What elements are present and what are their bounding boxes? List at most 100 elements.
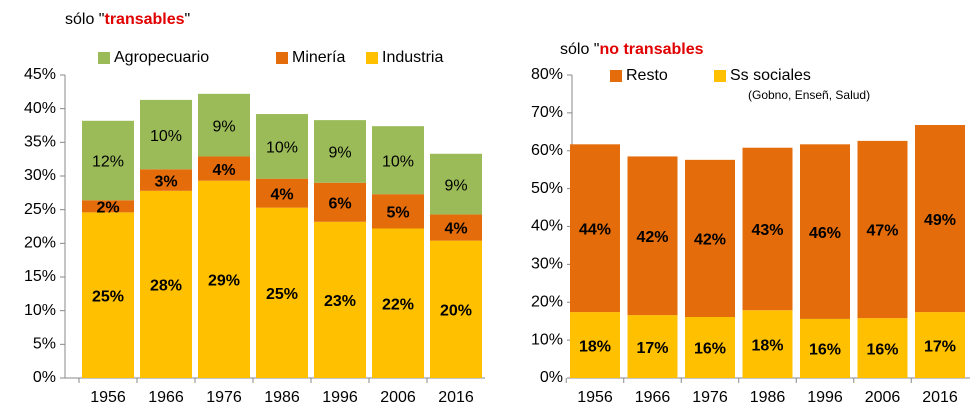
data-label: 20% <box>440 303 472 320</box>
data-label: 2% <box>96 200 119 217</box>
bar-segment <box>372 194 424 229</box>
y-tick-label: 50% <box>531 180 563 197</box>
bar-segment <box>314 221 366 378</box>
x-tick-label: 2016 <box>438 389 474 406</box>
bar-segment <box>256 114 308 179</box>
bar-segment <box>256 178 308 208</box>
data-label: 46% <box>809 225 841 242</box>
x-tick-label: 1966 <box>635 389 671 406</box>
data-label: 6% <box>328 195 351 212</box>
x-tick-label: 1956 <box>90 389 126 406</box>
bar-segment <box>140 99 192 170</box>
y-tick-label: 40% <box>531 218 563 235</box>
data-label: 3% <box>154 173 177 190</box>
bar-segment <box>256 207 308 378</box>
bar-segment <box>857 140 908 319</box>
bar-segment <box>915 312 965 378</box>
title-highlight: no transables <box>599 41 703 58</box>
y-tick-label: 10% <box>531 331 563 348</box>
data-label: 9% <box>444 177 467 194</box>
y-tick-label: 30% <box>531 256 563 273</box>
data-label: 47% <box>866 223 898 240</box>
data-label: 25% <box>92 288 124 305</box>
data-label: 28% <box>150 278 182 295</box>
x-tick-label: 1986 <box>264 389 300 406</box>
bar-segment <box>685 317 735 378</box>
y-tick-label: 20% <box>531 293 563 310</box>
bar-segment <box>198 180 250 378</box>
bar-segment <box>198 93 250 157</box>
bar-segment <box>857 318 908 378</box>
data-label: 25% <box>266 286 298 303</box>
data-label: 18% <box>579 338 611 355</box>
x-tick-label: 1976 <box>692 389 728 406</box>
y-tick-label: 80% <box>531 66 563 83</box>
legend-label: Agropecuario <box>114 49 209 66</box>
data-label: 17% <box>636 340 668 357</box>
data-label: 4% <box>212 162 235 179</box>
title-text: sólo " <box>560 41 599 58</box>
legend-label: Resto <box>626 67 668 84</box>
bar-segment <box>140 190 192 378</box>
y-tick-label: 0% <box>540 369 563 386</box>
x-tick-label: 2006 <box>865 389 901 406</box>
x-tick-label: 1996 <box>322 389 358 406</box>
bar-segment <box>314 120 366 183</box>
chart-title: sólo "transables" <box>65 11 190 28</box>
y-tick-label: 45% <box>24 66 56 83</box>
y-tick-label: 60% <box>531 142 563 159</box>
y-tick-label: 35% <box>24 134 56 151</box>
data-label: 17% <box>924 338 956 355</box>
chart-title: sólo "no transables <box>560 41 704 58</box>
bar-segment <box>570 312 620 378</box>
bar-segment <box>82 120 134 201</box>
y-tick-label: 30% <box>24 167 56 184</box>
bar-segment <box>627 315 678 378</box>
data-label: 42% <box>636 229 668 246</box>
bar-segment <box>915 124 965 313</box>
legend-label: Ss sociales <box>730 67 811 84</box>
x-tick-label: 2006 <box>380 389 416 406</box>
x-tick-label: 2016 <box>922 389 958 406</box>
y-tick-label: 0% <box>33 369 56 386</box>
data-label: 4% <box>444 221 467 238</box>
data-label: 16% <box>694 341 726 358</box>
y-tick-label: 10% <box>24 302 56 319</box>
bar-segment <box>82 200 134 213</box>
data-label: 12% <box>92 154 124 171</box>
x-tick-label: 1966 <box>148 389 184 406</box>
bar-segment <box>627 156 678 316</box>
x-tick-label: 1976 <box>206 389 242 406</box>
legend-swatch <box>276 52 288 64</box>
data-label: 42% <box>694 232 726 249</box>
data-label: 44% <box>579 221 611 238</box>
bar-segment <box>570 144 620 313</box>
x-tick-label: 1986 <box>750 389 786 406</box>
data-label: 16% <box>866 341 898 358</box>
y-tick-label: 15% <box>24 268 56 285</box>
data-label: 16% <box>809 342 841 359</box>
data-label: 5% <box>386 205 409 222</box>
bar-segment <box>198 156 250 181</box>
bar-segment <box>372 126 424 195</box>
bar-segment <box>800 318 850 378</box>
x-tick-label: 1996 <box>807 389 843 406</box>
legend-swatch <box>610 70 622 82</box>
x-tick-label: 1956 <box>577 389 613 406</box>
y-tick-label: 70% <box>531 104 563 121</box>
legend-label: Minería <box>292 49 345 66</box>
data-label: 43% <box>751 222 783 239</box>
y-tick-label: 40% <box>24 100 56 117</box>
bar-segment <box>82 212 134 378</box>
data-label: 49% <box>924 212 956 229</box>
title-text: sólo " <box>65 11 104 28</box>
bar-segment <box>800 144 850 319</box>
title-highlight: transables <box>104 11 184 28</box>
data-label: 9% <box>328 145 351 162</box>
bar-segment <box>372 228 424 378</box>
bar-segment <box>314 182 366 222</box>
data-label: 29% <box>208 273 240 290</box>
data-label: 9% <box>212 118 235 135</box>
data-label: 18% <box>751 337 783 354</box>
data-label: 10% <box>150 128 182 145</box>
